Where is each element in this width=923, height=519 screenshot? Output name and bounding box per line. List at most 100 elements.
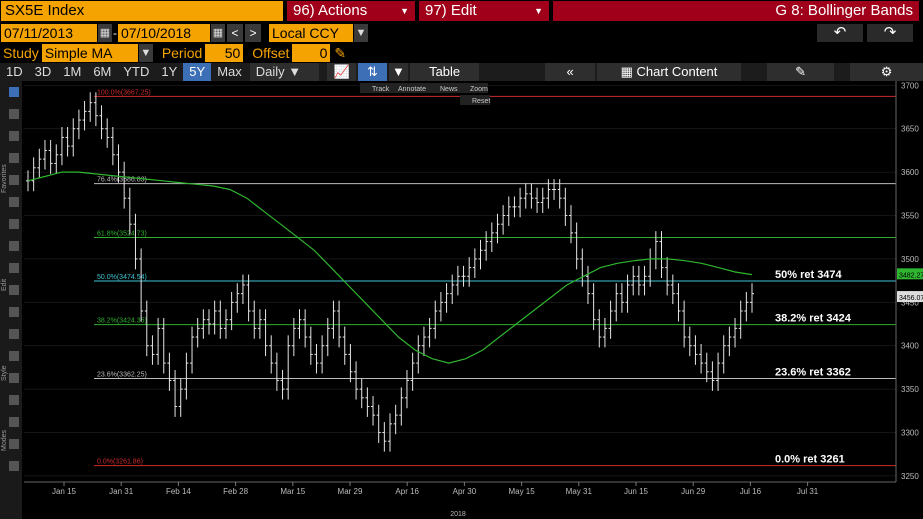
- y-tick-label: 3600: [901, 168, 919, 177]
- y-tick-label: 3700: [901, 81, 919, 90]
- range-button-max[interactable]: Max: [217, 64, 242, 79]
- edit-chart-icon[interactable]: ✎: [766, 63, 835, 81]
- side-label: Favorites: [1, 164, 8, 193]
- actions-label: 96) Actions: [293, 2, 368, 19]
- chart-background: [0, 81, 923, 519]
- line-tool-icon[interactable]: [9, 131, 19, 141]
- moving-average: [27, 171, 753, 364]
- x-tick-label: Jul 16: [740, 487, 762, 496]
- x-tick-label: May 15: [508, 487, 535, 496]
- redo-icon[interactable]: ↷: [867, 24, 913, 42]
- currency-select[interactable]: Local CCY: [269, 24, 353, 42]
- range-button-5y[interactable]: 5Y: [183, 63, 212, 81]
- frequency-select[interactable]: Daily ▼: [249, 63, 320, 81]
- undo-icon[interactable]: ↶: [817, 24, 863, 42]
- range-button-1m[interactable]: 1M: [63, 64, 82, 79]
- last-price-value: 3456.07: [899, 295, 923, 302]
- tool-zoom[interactable]: Zoom: [470, 86, 488, 93]
- eraser-icon[interactable]: [9, 329, 19, 339]
- cursor-icon[interactable]: [9, 87, 19, 97]
- range-button-6m[interactable]: 6M: [93, 64, 112, 79]
- x-tick-label: Mar 15: [280, 487, 305, 496]
- style-icon[interactable]: [9, 351, 19, 361]
- range-bar: 1D 3D 1M 6M YTD 1Y 5Y Max Daily ▼ 📈 ⇅ ▼ Table «…: [0, 63, 923, 81]
- text-tool-icon[interactable]: [9, 153, 19, 163]
- y-tick-label: 3500: [901, 255, 919, 264]
- next-period-button[interactable]: >: [245, 24, 261, 42]
- range-buttons: 1D 3D 1M 6M YTD 1Y 5Y Max: [0, 63, 248, 81]
- grid-icon[interactable]: [9, 439, 19, 449]
- frequency-label: Daily: [255, 64, 285, 79]
- fib-ret-label: 0.0% ret 3261: [775, 454, 845, 466]
- crosshair-icon[interactable]: [9, 109, 19, 119]
- tool-annotate[interactable]: Annotate: [398, 86, 426, 93]
- chevron-down-icon[interactable]: ▼: [138, 44, 153, 62]
- fibonacci-levels: 100.0%(3667.25) 76.4%(3586.83) 61.8%(3524.…: [94, 89, 896, 467]
- study-type-select[interactable]: Simple MA: [41, 44, 138, 62]
- start-date-input[interactable]: 07/11/2013: [1, 24, 97, 42]
- x-tick-label: Mar 29: [338, 487, 363, 496]
- calendar-icon[interactable]: ▦: [211, 24, 225, 42]
- actions-menu[interactable]: 96) Actions ▼: [287, 1, 415, 21]
- date-separator: -: [113, 26, 117, 40]
- range-button-3d[interactable]: 3D: [34, 64, 52, 79]
- reset-button[interactable]: [460, 95, 490, 105]
- arrow-tool-icon[interactable]: [9, 175, 19, 185]
- ma-last-tag: [897, 268, 923, 280]
- table-button[interactable]: Table: [410, 63, 480, 81]
- rect-icon[interactable]: [9, 263, 19, 273]
- chevron-down-icon: ▼: [400, 6, 409, 16]
- price-bars: [26, 92, 754, 452]
- period-input[interactable]: 50: [205, 44, 244, 62]
- x-year-label: 2018: [450, 511, 466, 518]
- offset-input[interactable]: 0: [292, 44, 331, 62]
- x-tick-label: Jun 15: [624, 487, 649, 496]
- fib-icon[interactable]: [9, 241, 19, 251]
- chart-content-button[interactable]: ▦ Chart Content: [597, 63, 741, 81]
- ellipse-icon[interactable]: [9, 219, 19, 229]
- end-date-input[interactable]: 07/10/2018: [118, 24, 210, 42]
- zoom-icon[interactable]: [9, 285, 19, 295]
- range-button-1y[interactable]: 1Y: [161, 64, 178, 79]
- trend-icon[interactable]: [9, 197, 19, 207]
- date-bar: 07/11/2013 ▦ - 07/10/2018 ▦ < > Local CC…: [0, 23, 923, 43]
- gear-icon[interactable]: ⚙: [850, 63, 923, 81]
- brush-icon[interactable]: [9, 373, 19, 383]
- calendar-icon[interactable]: ▦: [98, 24, 112, 42]
- settings-icon[interactable]: [9, 461, 19, 471]
- tool-track[interactable]: Track: [372, 86, 390, 93]
- tool-news[interactable]: News: [440, 86, 458, 93]
- side-label: Style: [1, 365, 8, 381]
- function-title-text: G 8: Bollinger Bands: [775, 2, 913, 19]
- bar-chart-icon[interactable]: ⇅: [358, 63, 387, 81]
- range-button-1d[interactable]: 1D: [6, 64, 23, 79]
- y-tick-label: 3450: [901, 298, 919, 307]
- edit-menu[interactable]: 97) Edit ▼: [419, 1, 549, 21]
- prev-period-button[interactable]: <: [227, 24, 243, 42]
- collapse-icon[interactable]: «: [545, 63, 596, 81]
- ticker-field[interactable]: SX5E Index: [1, 1, 283, 21]
- fib-ret-label: 23.6% ret 3362: [775, 366, 851, 378]
- chart-tools-bar: [360, 83, 488, 93]
- side-toolbar-bg: [0, 81, 22, 519]
- range-button-ytd[interactable]: YTD: [123, 64, 150, 79]
- period-label: Period: [161, 45, 203, 61]
- side-label: Edit: [1, 279, 8, 291]
- pan-icon[interactable]: [9, 307, 19, 317]
- fib-pct-label: 76.4%(3586.83): [97, 177, 147, 184]
- y-tick-label: 3350: [901, 385, 919, 394]
- fib-pct-label: 0.0%(3261.86): [97, 459, 143, 466]
- title-bar: SX5E Index 96) Actions ▼ 97) Edit ▼ G 8: B…: [0, 0, 923, 22]
- last-price-tag: [897, 291, 923, 303]
- pencil-icon[interactable]: ✎: [334, 44, 347, 61]
- chart-tools: Track Annotate News Zoom Reset: [360, 83, 490, 105]
- modes-icon[interactable]: [9, 417, 19, 427]
- edit-label: 97) Edit: [425, 2, 477, 19]
- fib-pct-label: 100.0%(3667.25): [97, 89, 151, 96]
- line-chart-icon[interactable]: 📈: [327, 63, 357, 81]
- color-icon[interactable]: [9, 395, 19, 405]
- chevron-down-icon[interactable]: ▼: [354, 24, 368, 42]
- price-chart[interactable]: Favorites Edit Style Modes 100.0%(3667.25) 7…: [0, 81, 923, 519]
- ma-last-value: 3482.27: [899, 272, 923, 279]
- chevron-down-icon[interactable]: ▼: [388, 63, 409, 81]
